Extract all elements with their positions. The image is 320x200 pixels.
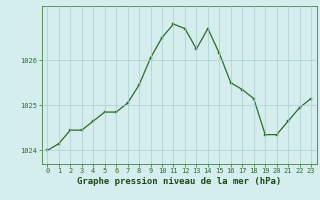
X-axis label: Graphe pression niveau de la mer (hPa): Graphe pression niveau de la mer (hPa) [77,177,281,186]
